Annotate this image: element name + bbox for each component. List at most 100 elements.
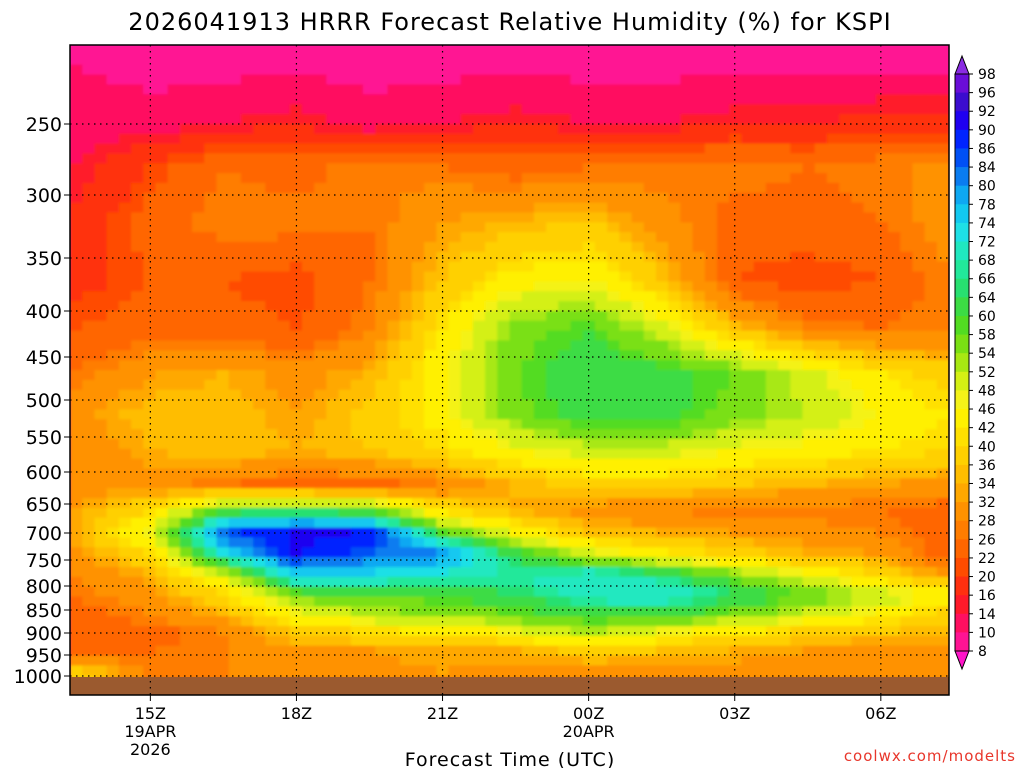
rh-cell xyxy=(131,163,145,174)
rh-cell xyxy=(509,74,523,86)
rh-cell xyxy=(314,478,328,489)
rh-cell xyxy=(448,113,462,125)
rh-cell xyxy=(240,143,254,155)
rh-cell xyxy=(912,113,926,125)
rh-cell xyxy=(778,665,792,677)
rh-cell xyxy=(875,616,889,627)
rh-cell xyxy=(399,310,413,322)
rh-cell xyxy=(656,291,670,302)
rh-cell xyxy=(399,645,413,657)
rh-cell xyxy=(900,261,914,273)
rh-cell xyxy=(717,498,731,509)
rh-cell xyxy=(570,517,584,529)
rh-cell xyxy=(350,222,364,233)
rh-cell xyxy=(814,635,828,647)
rh-cell xyxy=(216,429,230,440)
rh-cell xyxy=(338,94,352,105)
rh-cell xyxy=(192,645,206,657)
rh-cell xyxy=(82,143,96,155)
rh-cell xyxy=(936,429,949,440)
rh-cell xyxy=(375,557,389,568)
rh-cell xyxy=(216,45,230,56)
rh-cell xyxy=(363,498,377,509)
rh-cell xyxy=(338,389,352,401)
rh-cell xyxy=(863,182,877,194)
rh-cell xyxy=(204,84,218,96)
rh-cell xyxy=(814,517,828,529)
rh-cell xyxy=(497,182,511,194)
rh-cell xyxy=(680,498,694,509)
rh-cell xyxy=(363,104,377,115)
rh-cell xyxy=(399,222,413,233)
rh-cell xyxy=(729,291,743,302)
rh-cell xyxy=(875,576,889,588)
rh-cell xyxy=(900,340,914,352)
rh-cell xyxy=(533,133,547,145)
rh-cell xyxy=(485,557,499,568)
rh-cell xyxy=(680,133,694,145)
rh-cell xyxy=(582,340,596,352)
rh-cell xyxy=(924,507,938,519)
rh-cell xyxy=(900,488,914,499)
rh-cell xyxy=(533,232,547,243)
rh-cell xyxy=(778,64,792,76)
rh-cell xyxy=(546,517,560,529)
rh-cell xyxy=(131,527,145,539)
rh-cell xyxy=(363,389,377,401)
rh-cell xyxy=(778,163,792,174)
rh-cell xyxy=(912,370,926,381)
rh-cell xyxy=(253,576,267,588)
rh-cell xyxy=(936,54,949,66)
rh-cell xyxy=(265,251,279,263)
rh-cell xyxy=(240,576,254,588)
rh-cell xyxy=(253,123,267,135)
rh-cell xyxy=(338,192,352,204)
rh-cell xyxy=(485,232,499,243)
rh-cell xyxy=(338,419,352,430)
rh-cell xyxy=(839,173,853,184)
rh-cell xyxy=(509,330,523,342)
rh-cell xyxy=(167,360,181,371)
rh-cell xyxy=(253,537,267,549)
rh-cell xyxy=(106,163,120,174)
rh-cell xyxy=(485,74,499,86)
rh-cell xyxy=(704,54,718,66)
rh-cell xyxy=(82,537,96,549)
rh-cell xyxy=(692,468,706,480)
rh-cell xyxy=(277,379,291,391)
rh-cell xyxy=(692,409,706,421)
rh-cell xyxy=(411,517,425,529)
rh-cell xyxy=(839,104,853,115)
rh-cell xyxy=(924,517,938,529)
rh-cell xyxy=(717,389,731,401)
rh-cell xyxy=(936,133,949,145)
rh-cell xyxy=(851,409,865,421)
rh-cell xyxy=(363,291,377,302)
rh-cell xyxy=(436,399,450,411)
rh-cell xyxy=(558,84,572,96)
rh-cell xyxy=(94,557,108,568)
rh-cell xyxy=(167,635,181,647)
rh-cell xyxy=(411,330,425,342)
rh-cell xyxy=(448,202,462,214)
rh-cell xyxy=(301,173,315,184)
rh-cell xyxy=(289,301,303,312)
rh-cell xyxy=(411,547,425,558)
rh-cell xyxy=(790,586,804,598)
rh-cell xyxy=(900,389,914,401)
rh-cell xyxy=(289,281,303,293)
rh-cell xyxy=(900,251,914,263)
rh-cell xyxy=(179,498,193,509)
rh-cell xyxy=(204,271,218,283)
rh-cell xyxy=(887,271,901,283)
rh-cell xyxy=(656,94,670,105)
rh-cell xyxy=(411,340,425,352)
rh-cell xyxy=(729,626,743,637)
rh-cell xyxy=(717,537,731,549)
rh-cell xyxy=(424,429,438,440)
rh-cell xyxy=(167,586,181,598)
rh-cell xyxy=(363,635,377,647)
rh-cell xyxy=(729,468,743,480)
rh-cell xyxy=(814,350,828,361)
rh-cell xyxy=(411,399,425,411)
